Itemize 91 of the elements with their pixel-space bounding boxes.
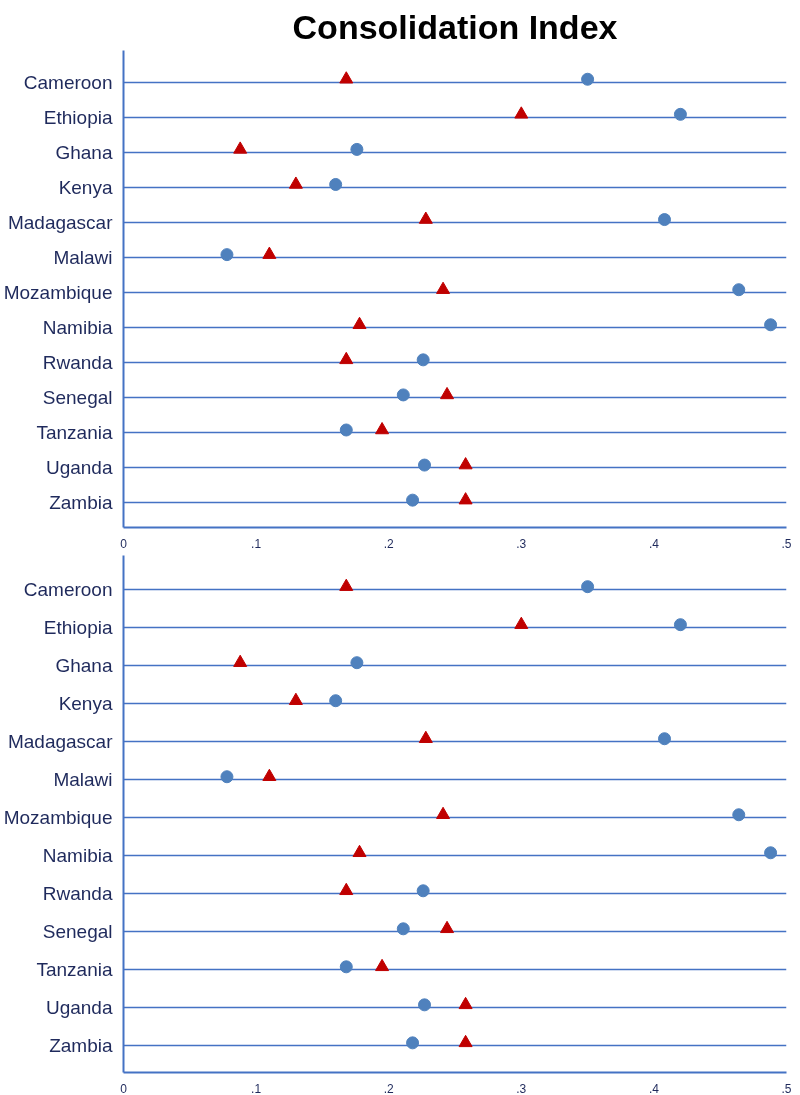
point — [220, 248, 234, 262]
point — [581, 580, 595, 594]
x-tick-label: .3 — [516, 536, 527, 551]
x-tick-label: .1 — [251, 536, 262, 551]
y-tick-label: Rwanda — [42, 883, 113, 905]
y-tick-label: Mozambique — [3, 807, 113, 829]
point — [288, 176, 303, 189]
point — [673, 107, 687, 121]
y-tick-label: Cameroon — [23, 71, 113, 93]
point — [416, 353, 430, 367]
point — [764, 846, 778, 860]
y-tick-label: Ghana — [55, 655, 113, 677]
y-tick-label: Uganda — [45, 997, 113, 1019]
y-tick-label: Ethiopia — [43, 617, 113, 639]
point — [458, 1034, 473, 1048]
y-tick-label: Mozambique — [3, 282, 113, 304]
x-tick-label: 0 — [120, 536, 128, 551]
point — [262, 768, 277, 781]
y-tick-label: Zambia — [49, 492, 113, 514]
point — [440, 920, 455, 934]
x-tick-label: .5 — [781, 536, 792, 551]
point — [329, 177, 343, 191]
x-tick-label: .3 — [516, 1081, 527, 1095]
point — [764, 318, 778, 332]
point — [350, 142, 364, 156]
point — [350, 656, 364, 670]
y-tick-label: Namibia — [42, 845, 113, 867]
point — [458, 996, 473, 1010]
point — [418, 998, 431, 1012]
y-tick-label: Ghana — [55, 141, 113, 163]
point — [458, 457, 473, 470]
point — [233, 141, 248, 154]
point — [406, 1036, 420, 1050]
point — [458, 492, 473, 505]
point — [329, 694, 343, 708]
point — [406, 493, 420, 507]
point — [514, 106, 529, 119]
y-tick-label: Malawi — [53, 769, 113, 791]
chart-title: Consolidation Index — [292, 7, 618, 46]
y-tick-label: Madagascar — [7, 731, 114, 753]
point — [418, 458, 431, 472]
y-tick-label: Malawi — [53, 246, 113, 268]
x-tick-label: .2 — [383, 536, 395, 551]
x-tick-label: .2 — [383, 1081, 395, 1095]
point — [375, 421, 390, 435]
point — [339, 960, 353, 974]
x-tick-label: .4 — [648, 536, 660, 551]
x-tick-label: .4 — [648, 1081, 660, 1095]
point — [418, 730, 433, 743]
point — [732, 808, 746, 822]
y-tick-label: Tanzania — [36, 959, 113, 981]
point — [416, 884, 430, 898]
point — [262, 246, 277, 259]
x-tick-label: .1 — [251, 1081, 262, 1095]
point — [673, 618, 687, 632]
y-tick-label: Senegal — [42, 921, 113, 943]
y-tick-label: Madagascar — [7, 211, 114, 233]
x-tick-label: 0 — [120, 1081, 128, 1095]
point — [440, 386, 455, 400]
point — [732, 283, 746, 297]
point — [339, 71, 354, 84]
point — [418, 211, 433, 224]
point — [375, 958, 390, 972]
point — [339, 578, 354, 591]
point — [352, 844, 367, 858]
point — [396, 922, 410, 936]
y-tick-label: Cameroon — [23, 579, 113, 601]
point — [658, 732, 672, 746]
y-tick-label: Uganda — [45, 457, 113, 479]
y-tick-label: Kenya — [58, 176, 113, 198]
point — [436, 806, 451, 820]
point — [339, 351, 354, 365]
y-tick-label: Ethiopia — [43, 106, 113, 128]
point — [339, 882, 354, 896]
y-tick-label: Rwanda — [42, 352, 113, 374]
point — [233, 654, 248, 667]
point — [339, 423, 353, 437]
point — [658, 213, 672, 227]
y-tick-label: Namibia — [42, 317, 113, 339]
y-tick-label: Kenya — [58, 693, 113, 715]
x-tick-label: .5 — [781, 1081, 792, 1095]
point — [581, 72, 595, 86]
point — [288, 692, 303, 705]
point — [514, 616, 529, 629]
y-tick-label: Zambia — [49, 1035, 113, 1057]
y-tick-label: Senegal — [42, 387, 113, 409]
point — [436, 281, 451, 294]
point — [220, 770, 234, 784]
point — [352, 316, 367, 330]
point — [396, 388, 410, 402]
y-tick-label: Tanzania — [36, 422, 113, 444]
